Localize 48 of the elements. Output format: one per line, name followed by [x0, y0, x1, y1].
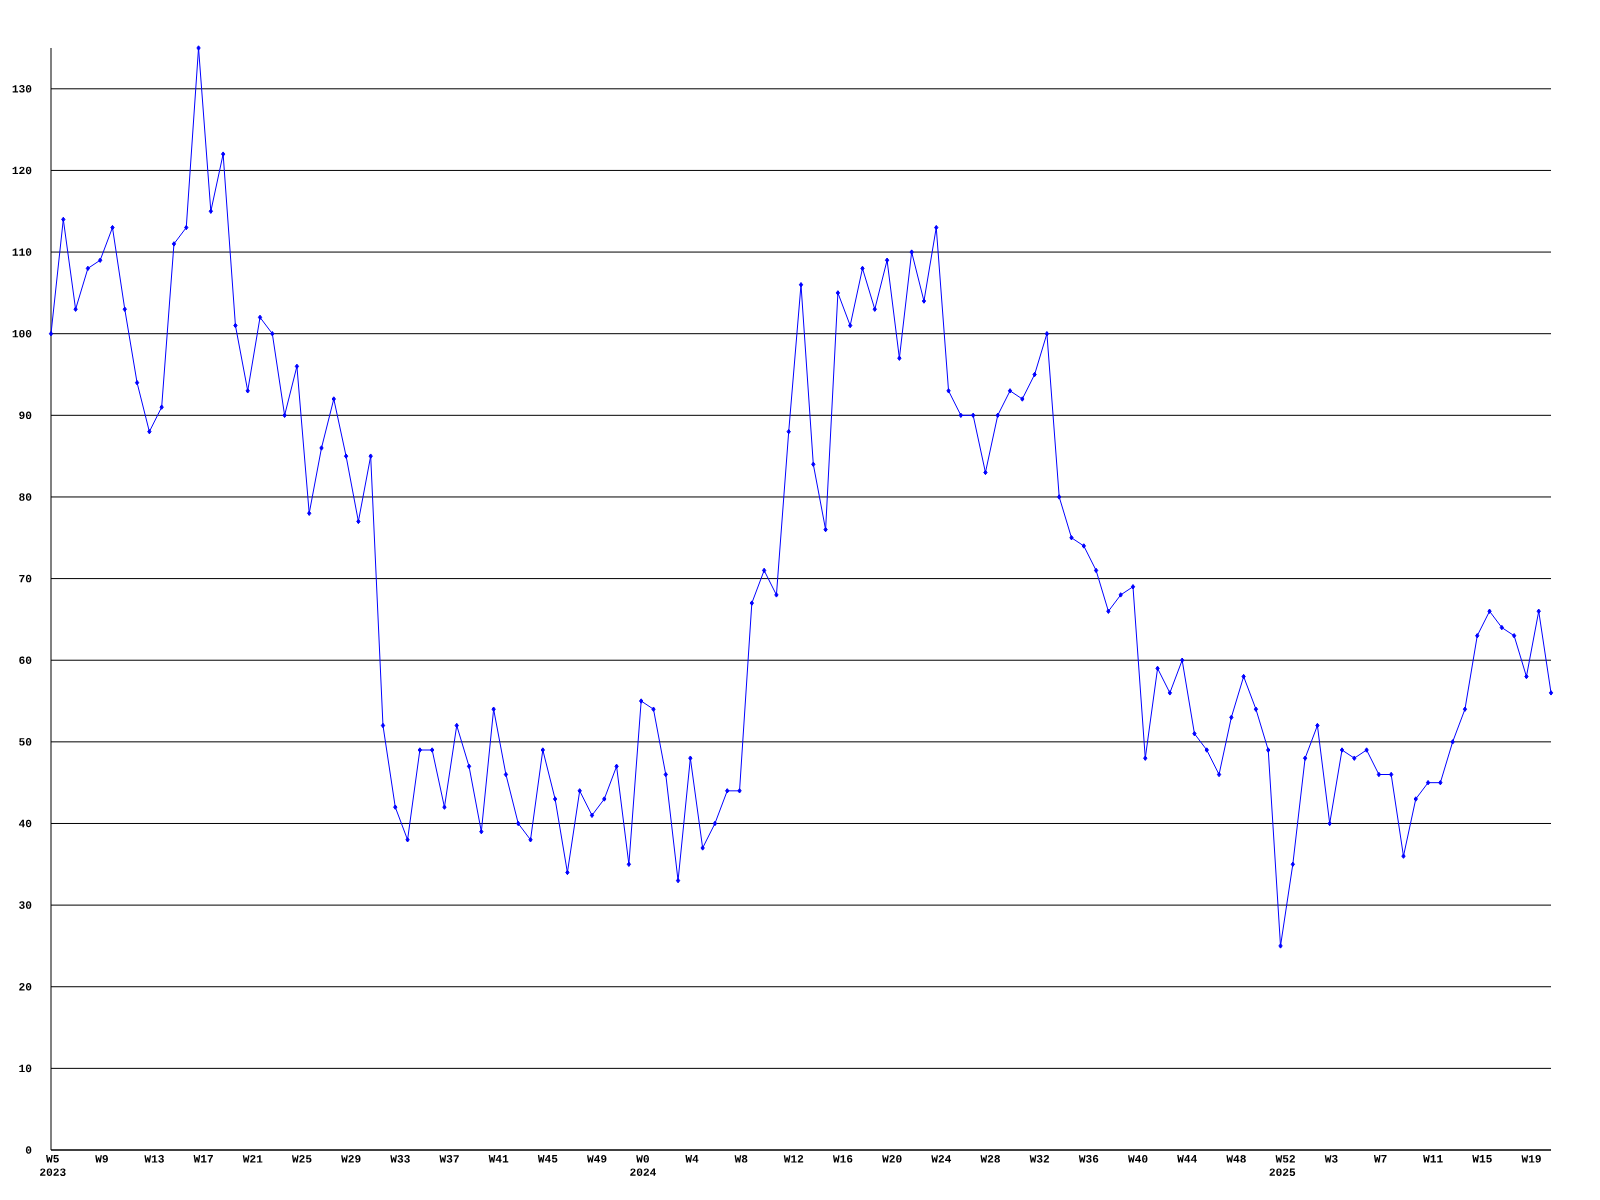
y-tick-label: 80: [19, 493, 32, 501]
x-tick-label: W0: [636, 1155, 649, 1163]
x-tick-label: W4: [685, 1155, 699, 1163]
x-tick-label: W13: [144, 1155, 164, 1163]
x-tick-label: W21: [242, 1155, 263, 1163]
y-tick-label: 60: [19, 656, 32, 664]
y-tick-label: 70: [19, 574, 32, 583]
y-tick-label: 40: [18, 819, 32, 828]
y-tick-label: 20: [19, 982, 32, 991]
y-tick-label: 50: [19, 738, 32, 746]
x-tick-label: W29: [341, 1155, 361, 1163]
x-tick-label: W9: [95, 1155, 108, 1163]
x-tick-label: W5: [46, 1155, 59, 1163]
x-tick-label: W11: [1423, 1155, 1443, 1163]
x-tick-label: W33: [390, 1155, 410, 1163]
x-tick-label: W7: [1373, 1155, 1387, 1163]
x-tick-label: W24: [931, 1155, 952, 1163]
y-tick-label: 120: [12, 166, 32, 175]
x-tick-label: W45: [537, 1155, 558, 1163]
x-tick-label: W19: [1521, 1155, 1541, 1163]
x-tick-label: W52: [1275, 1155, 1295, 1163]
y-tick-label: 0: [25, 1146, 32, 1154]
x-tick-label: W49: [587, 1155, 607, 1163]
x-tick-label: W48: [1226, 1155, 1246, 1163]
x-tick-label: W41: [488, 1155, 509, 1163]
text: 2024: [630, 1168, 657, 1176]
x-tick-label: W40: [1128, 1155, 1148, 1163]
x-tick-label: W20: [882, 1155, 902, 1163]
x-tick-label: W3: [1324, 1155, 1338, 1163]
y-tick-label: 30: [19, 901, 32, 909]
x-tick-label: W28: [980, 1155, 1000, 1163]
x-tick-label: W32: [1029, 1155, 1050, 1163]
x-tick-label: W17: [193, 1155, 213, 1163]
text: 2025: [1269, 1168, 1296, 1176]
x-tick-label: W36: [1078, 1155, 1099, 1163]
x-tick-label: W37: [439, 1155, 459, 1163]
text: 2023: [40, 1168, 66, 1176]
x-tick-label: W44: [1177, 1155, 1197, 1163]
x-tick-label: W16: [832, 1155, 853, 1163]
y-tick-label: 90: [19, 411, 32, 420]
x-tick-label: W15: [1472, 1155, 1492, 1163]
y-tick-label: 100: [12, 329, 32, 338]
x-tick-label: W25: [291, 1155, 312, 1163]
y-tick-label: 130: [12, 85, 32, 93]
y-tick-label: 10: [19, 1064, 32, 1073]
x-tick-label: W12: [783, 1155, 804, 1163]
y-tick-label: 110: [12, 248, 32, 256]
x-tick-label: W8: [734, 1155, 748, 1163]
